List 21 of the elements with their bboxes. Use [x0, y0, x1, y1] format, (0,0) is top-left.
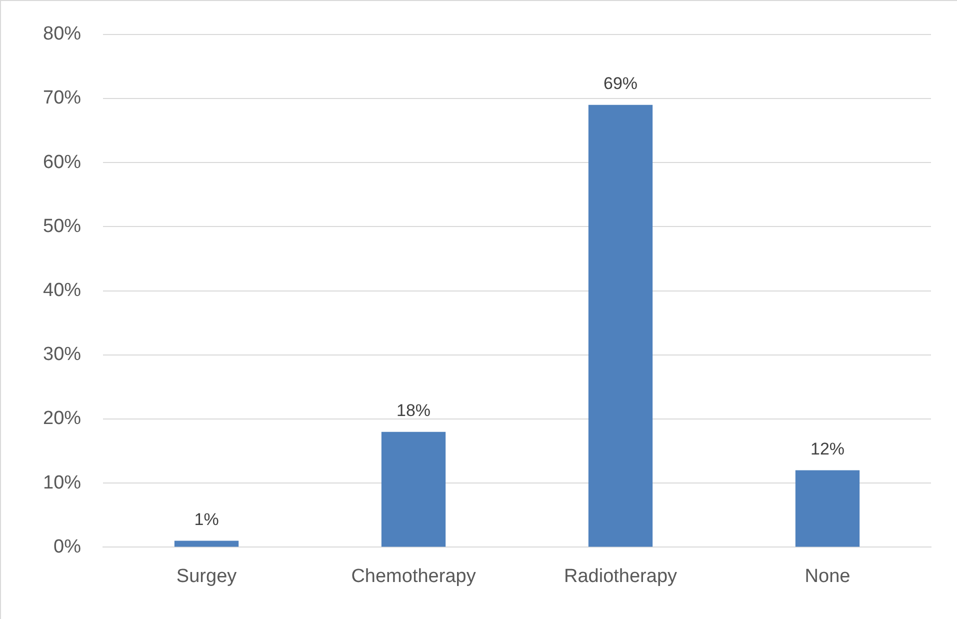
x-tick-label: None	[804, 566, 850, 587]
bar	[381, 432, 446, 547]
x-tick-label: Surgey	[176, 566, 238, 587]
y-tick-label: 70%	[42, 88, 82, 109]
data-label: 69%	[603, 74, 638, 94]
x-tick-label: Radiotherapy	[564, 566, 678, 587]
data-label: 1%	[194, 510, 219, 529]
y-tick-label: 20%	[42, 408, 82, 430]
y-tick-label: 40%	[42, 280, 82, 302]
bar	[588, 104, 653, 547]
y-tick-label: 50%	[42, 216, 82, 237]
bar	[795, 470, 860, 547]
y-tick-label: 60%	[42, 152, 82, 173]
y-tick-label: 0%	[54, 536, 82, 558]
data-label: 18%	[396, 401, 431, 420]
x-tick-label: Chemotherapy	[351, 566, 476, 587]
y-tick-label: 80%	[42, 24, 82, 45]
y-tick-label: 30%	[42, 344, 82, 366]
bar	[174, 540, 239, 547]
data-label: 12%	[810, 439, 845, 458]
y-tick-label: 10%	[42, 472, 82, 494]
